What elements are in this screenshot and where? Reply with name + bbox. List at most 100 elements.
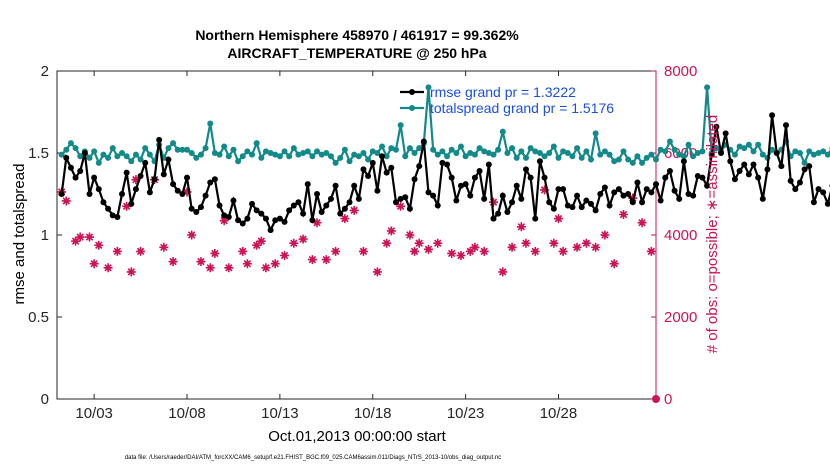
rmse-point [597,191,604,197]
obs-assimilated-point [488,197,498,207]
rmse-point [532,215,539,222]
asterisk-core [96,242,102,248]
totalspread-point [290,145,297,152]
totalspread-point [685,141,692,148]
asterisk-core [532,248,538,254]
rmse-point [662,174,669,181]
rmse-point [327,195,334,202]
totalspread-point [439,148,446,155]
totalspread-point [555,154,562,161]
totalspread-point [527,145,534,152]
totalspread-point [253,140,260,147]
obs-assimilated-point [423,244,433,254]
asterisk-core [523,240,529,246]
asterisk-core [556,216,561,222]
rmse-point [105,205,112,212]
asterisk-core [593,244,599,250]
rmse-point [188,205,195,212]
obs-assimilated-point [187,230,197,240]
totalspread-point [434,151,441,158]
rmse-point [244,215,251,222]
obs-assimilated-point [205,263,215,273]
rmse-point [239,220,246,227]
rmse-point [369,159,376,166]
rmse-point [184,174,191,181]
asterisk-core [416,240,422,246]
rmse-point [745,171,752,178]
totalspread-point [379,143,386,150]
obs-assimilated-point [131,175,141,185]
obs-assimilated-point [382,238,392,248]
rmse-point [63,154,70,161]
asterisk-core [333,248,339,254]
rmse-point [383,169,390,176]
plot-area: 10/03 10/08 10/13 10/18 10/23 10/2800.511.520… [28,63,830,422]
totalspread-point [193,154,200,161]
totalspread-point [578,154,585,161]
rmse-point [179,191,186,197]
obs-assimilated-point [238,246,248,256]
rmse-point [202,192,209,199]
totalspread-point [411,150,418,156]
rmse-point [796,179,803,186]
rmse-point [249,200,256,207]
rmse-point [499,192,506,199]
totalspread-point [211,150,218,156]
totalspread-point [824,151,830,158]
rmse-point [444,161,451,168]
rmse-point [810,199,817,206]
asterisk-core [602,232,608,238]
obs-assimilated-point [331,246,341,256]
rmse-point [207,179,214,186]
rmse-point [722,130,729,137]
legend-rmse-label: rmse grand pr = 1.3222 [430,84,576,100]
totalspread-point [100,151,107,158]
rmse-point [300,210,307,217]
totalspread-point [281,148,288,155]
asterisk-core [221,218,227,224]
asterisk-core [314,220,320,226]
rmse-point [694,172,701,179]
asterisk-core [226,265,232,271]
totalspread-point [755,141,762,148]
rmse-point [509,199,516,206]
rmse-point [174,187,181,194]
rmse-point [453,197,460,204]
totalspread-point [462,153,469,160]
totalspread-point [536,150,543,156]
rmse-point [574,192,581,199]
totalspread-point [662,148,669,155]
rmse-point [750,161,757,168]
obs-assimilated-point [609,259,619,269]
legend-spread-label: totalspread grand pr = 1.5176 [430,100,614,116]
totalspread-point [769,146,776,153]
totalspread-point [731,151,738,158]
rmse-point [643,186,650,193]
totalspread-point [179,146,186,153]
totalspread-point [146,151,153,158]
totalspread-point [550,143,557,150]
asterisk-core [124,203,130,209]
obs-assimilated-point [168,257,178,267]
rmse-point [736,168,743,175]
rmse-point [137,172,144,179]
totalspread-point [323,150,330,156]
totalspread-point [476,145,483,152]
rmse-point [550,205,557,212]
totalspread-point [346,158,353,165]
obs-assimilated-point [112,246,122,256]
asterisk-core [170,259,176,265]
totalspread-point [286,153,293,160]
rmse-point [290,202,297,209]
totalspread-point [63,146,70,153]
rmse-point [769,112,776,119]
rmse-point [666,168,673,175]
totalspread-point [165,145,172,152]
asterisk-core [425,246,431,252]
obs-assimilated-point [396,201,406,211]
totalspread-point [276,153,283,160]
rmse-point [476,168,483,175]
rmse-point [578,204,585,211]
obs-assimilated-point [549,238,559,248]
totalspread-point [680,153,687,160]
